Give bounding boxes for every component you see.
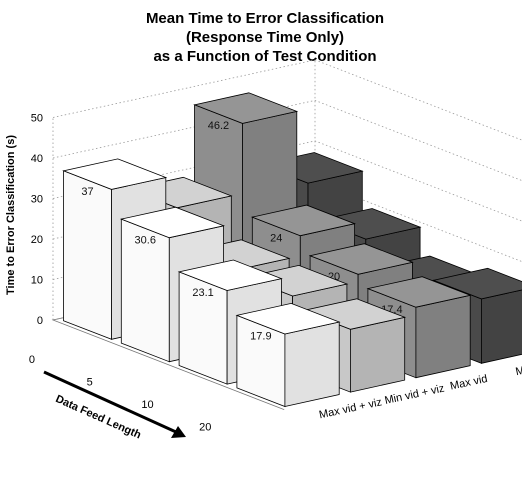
bar-top-face [432, 267, 522, 300]
bar-top-face [177, 259, 283, 291]
gridline [52, 59, 522, 141]
bar: 17.9 [235, 302, 341, 408]
gridline [52, 99, 522, 182]
z-tick-label: 10 [31, 275, 43, 287]
x-tick-label: 5 [87, 377, 93, 389]
bar-value-label: 24 [270, 232, 282, 244]
bar-side-face [415, 294, 471, 379]
bars-layer: 27.919.613.415.946.2242017.428.91918.215… [62, 92, 522, 408]
series-label: Max vid [449, 373, 489, 393]
x-axis-arrow [43, 370, 186, 438]
series-label: Max vid + viz [318, 396, 383, 421]
z-tick-label: 0 [37, 315, 43, 327]
bar-top-face [119, 206, 225, 239]
bar-top-face [62, 158, 168, 190]
series-label: Min vid + viz [384, 383, 446, 407]
bar-top-face [235, 302, 341, 335]
bar-value-label: 46.2 [208, 120, 229, 132]
z-axis-label: Time to Error Classification (s) [5, 135, 17, 295]
z-tick-label: 20 [31, 234, 43, 246]
bar-top-face [308, 243, 414, 275]
bar-top-face [193, 92, 299, 124]
x-tick-label: 20 [199, 421, 211, 433]
z-tick-label: 30 [31, 194, 43, 206]
x-tick-label: 0 [29, 354, 35, 366]
bar-value-label: 30.6 [135, 234, 156, 246]
bar-side-face [284, 321, 340, 407]
z-tick-label: 50 [31, 113, 43, 125]
chart-title-line-3: as a Function of Test Condition [153, 48, 376, 65]
bar-value-label: 23.1 [192, 287, 213, 299]
x-axis-label: Data Feed Length [54, 393, 143, 442]
bar-value-label: 17.9 [250, 331, 271, 343]
bar-top-face [366, 276, 472, 308]
chart-title-line-1: Mean Time to Error Classification [146, 10, 384, 27]
bar-top-face [250, 204, 356, 237]
bar-side-face [349, 316, 406, 393]
z-tick-label: 40 [31, 153, 43, 165]
x-tick-label: 10 [141, 399, 153, 411]
series-label: Min vid [515, 359, 522, 378]
bar-value-label: 37 [81, 186, 93, 198]
bar-side-face [480, 289, 522, 364]
chart-title-line-2: (Response Time Only) [186, 29, 344, 46]
